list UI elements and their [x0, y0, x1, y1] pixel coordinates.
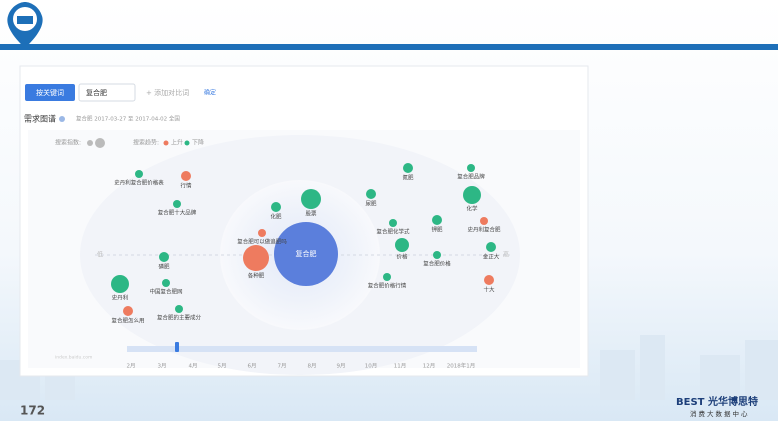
timeline-label: 9月 — [337, 363, 346, 370]
section-title: 需求图谱 — [24, 114, 56, 124]
legend-rise-dot — [163, 140, 169, 146]
node[interactable] — [403, 163, 413, 173]
node-label: 复合肥价格行情 — [368, 282, 407, 290]
node-label: 氮肥 — [402, 174, 414, 182]
node-label: 行情 — [180, 182, 192, 190]
node-label: 复合肥的主要成分 — [157, 314, 202, 322]
legend-size-large — [95, 138, 105, 148]
timeline-label: 8月 — [308, 363, 317, 370]
node-label: 史丹利复合肥价格表 — [114, 179, 164, 187]
legend-size-label: 搜索指数: — [55, 139, 81, 147]
page-number: 172 — [20, 404, 45, 418]
legend-size-small — [87, 140, 93, 146]
node-label: 股票 — [305, 211, 317, 218]
watermark: index.baidu.com — [55, 355, 92, 361]
info-icon — [59, 116, 65, 122]
node-label: 复合肥品牌 — [457, 173, 485, 181]
logo — [7, 2, 43, 48]
timeline-label: 3月 — [158, 363, 167, 370]
brand-sub: 消费大数据中心 — [690, 409, 750, 418]
node-label: 尿肥 — [365, 201, 377, 208]
node-label: 复合肥可以做追肥吗 — [237, 238, 287, 246]
node[interactable] — [432, 215, 442, 225]
timeline-track — [127, 346, 477, 352]
node-label: 史丹利复合肥 — [467, 226, 501, 234]
node[interactable] — [395, 238, 409, 252]
timeline-label: 5月 — [218, 363, 227, 370]
timeline-label: 7月 — [278, 363, 287, 370]
keyword-input[interactable] — [78, 83, 136, 102]
timeline-label: 2月 — [127, 363, 136, 370]
node-label: 复合肥十大品牌 — [158, 209, 197, 217]
keyword-button[interactable] — [25, 84, 75, 101]
node-label: 各种肥 — [248, 272, 265, 280]
node-label: 钾肥 — [431, 226, 443, 234]
node[interactable] — [258, 229, 266, 237]
legend-trend-label: 搜索趋势: — [133, 139, 159, 147]
node[interactable] — [480, 217, 488, 225]
node-label: 价格 — [396, 253, 408, 261]
node[interactable] — [433, 251, 441, 259]
node[interactable] — [383, 273, 391, 281]
node-label: 十大 — [483, 286, 495, 294]
timeline-label: 6月 — [248, 363, 257, 370]
header-stripe — [0, 44, 778, 50]
timeline-label: 4月 — [189, 363, 198, 370]
node[interactable] — [135, 170, 143, 178]
node-label: 复合肥怎么用 — [111, 317, 144, 325]
node[interactable] — [159, 252, 169, 262]
node[interactable] — [123, 306, 133, 316]
node-label: 史丹利 — [112, 294, 129, 302]
keyword-text: 复合肥 — [86, 88, 107, 97]
timeline-label: 12月 — [423, 363, 436, 370]
node-label: 复合肥化学式 — [376, 228, 410, 236]
node-label: 复合肥价格 — [423, 260, 451, 268]
node-label: 中国复合肥网 — [149, 288, 183, 296]
node[interactable] — [111, 275, 129, 293]
node[interactable] — [484, 275, 494, 285]
legend-fall: 下降 — [192, 139, 204, 147]
center-node[interactable] — [274, 222, 338, 286]
legend-rise: 上升 — [171, 139, 183, 147]
node[interactable] — [271, 202, 281, 212]
node[interactable] — [162, 279, 170, 287]
node[interactable] — [181, 171, 191, 181]
keyword-button-text: 按关键词 — [36, 88, 64, 97]
node-label: 磷肥 — [158, 263, 170, 271]
timeline: 2月 3月 4月 5月 6月 7月 8月 9月 10月 11月 12月 2018年1月 — [127, 362, 476, 370]
legend-fall-dot — [184, 140, 190, 146]
node[interactable] — [173, 200, 181, 208]
node-label: 化学 — [466, 205, 478, 213]
center-label: 复合肥 — [296, 249, 317, 258]
node[interactable] — [467, 164, 475, 172]
node[interactable] — [301, 189, 321, 209]
section-subtitle: 复合肥 2017-03-27 至 2017-04-02 全国 — [76, 115, 180, 123]
timeline-handle[interactable] — [175, 342, 179, 352]
node[interactable] — [486, 242, 496, 252]
axis-high: 高 — [503, 251, 509, 259]
confirm[interactable]: 确定 — [204, 89, 216, 97]
timeline-label: 11月 — [394, 363, 407, 370]
node[interactable] — [389, 219, 397, 227]
node-label: 化肥 — [270, 213, 282, 221]
node[interactable] — [175, 305, 183, 313]
brand: BEST 光华博思特 — [676, 395, 758, 408]
timeline-label: 10月 — [365, 363, 378, 370]
axis-low: 低 — [97, 251, 103, 259]
node-label: 金正大 — [483, 253, 500, 261]
timeline-label: 2018年1月 — [447, 362, 476, 370]
node[interactable] — [243, 245, 269, 271]
node[interactable] — [463, 186, 481, 204]
node[interactable] — [366, 189, 376, 199]
add-compare[interactable]: + 添加对比词 — [146, 88, 189, 97]
